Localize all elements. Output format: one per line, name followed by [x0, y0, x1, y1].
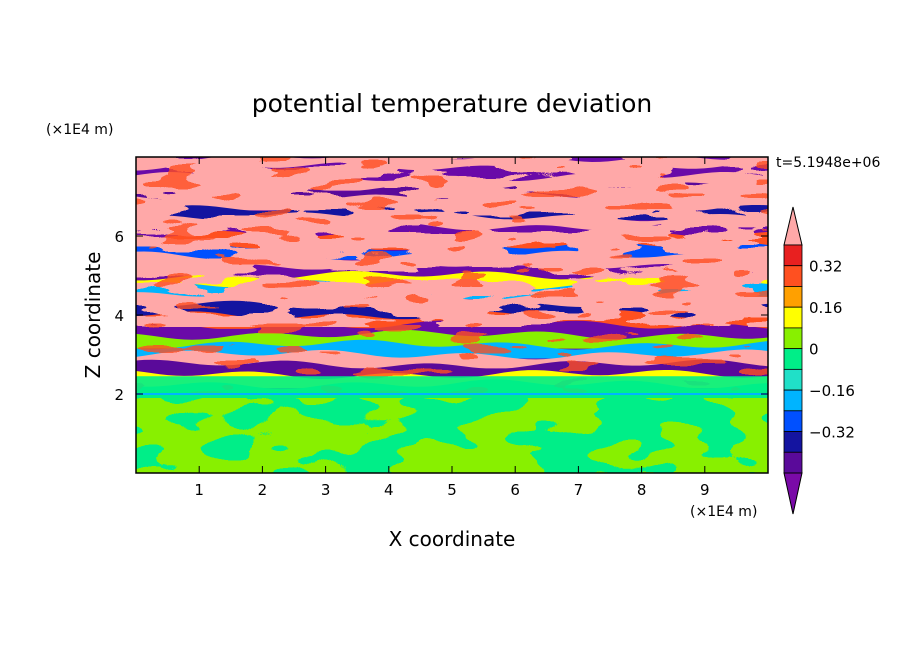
colorbar-box [783, 286, 803, 308]
upper-layer-highlights [136, 157, 768, 394]
contour-field [136, 157, 768, 473]
colorbar-box [783, 244, 803, 267]
x-tick-label: 2 [258, 481, 268, 499]
x-axis-label: X coordinate [389, 527, 516, 551]
colorbar-min-arrow [783, 472, 803, 515]
lower-layer-texture [136, 394, 768, 473]
y-axis: 2 4 6 [114, 228, 768, 404]
y-tick-label: 4 [114, 307, 124, 325]
colorbar-box [783, 327, 803, 350]
transition-band [136, 376, 768, 393]
x-tick-label: 8 [637, 481, 647, 499]
time-label: t=5.1948e+06 [776, 155, 880, 171]
colorbar-label: 0.16 [809, 299, 842, 317]
colorbar-box [783, 389, 803, 412]
colorbar-box [783, 451, 803, 474]
colorbar-max-arrow [783, 206, 803, 246]
x-tick-label: 4 [384, 481, 394, 499]
colorbar-box [783, 368, 803, 391]
y-axis-label: Z coordinate [81, 252, 105, 379]
x-tick-label: 9 [700, 481, 710, 499]
y-tick-label: 6 [114, 228, 124, 246]
colorbar: 0.32 0.16 0 −0.16 −0.32 [783, 206, 855, 515]
colorbar-label: 0.32 [809, 258, 842, 276]
x-tick-label: 3 [321, 481, 331, 499]
y-unit-label: (×1E4 m) [46, 122, 113, 138]
colorbar-box [783, 306, 803, 329]
x-axis: 1 2 3 4 5 6 7 8 9 [194, 157, 710, 499]
x-tick-label: 6 [510, 481, 520, 499]
colorbar-label: 0 [809, 341, 819, 359]
chart-title: potential temperature deviation [252, 89, 652, 118]
colorbar-label: −0.32 [809, 424, 855, 442]
y-tick-label: 2 [114, 386, 124, 404]
colorbar-label: −0.16 [809, 382, 855, 400]
x-tick-label: 1 [194, 481, 204, 499]
x-tick-label: 5 [447, 481, 457, 499]
colorbar-box [783, 265, 803, 287]
x-unit-label: (×1E4 m) [690, 504, 757, 520]
x-tick-label: 7 [574, 481, 584, 499]
colorbar-box [783, 348, 803, 370]
colorbar-box [783, 410, 803, 432]
colorbar-box [783, 431, 803, 453]
